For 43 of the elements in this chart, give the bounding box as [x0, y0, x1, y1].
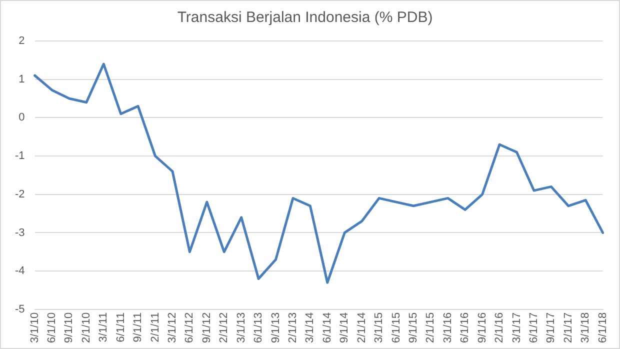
x-tick-label: 3/1/11 [98, 312, 110, 342]
x-tick-label: 9/1/14 [338, 312, 351, 344]
y-tick-label: -3 [15, 226, 25, 239]
x-tick-label: 6/1/15 [390, 312, 402, 344]
x-tick-label: 9/1/10 [63, 312, 76, 344]
x-tick-label: 2/1/10 [80, 312, 92, 344]
x-tick-label: 3/1/18 [580, 312, 592, 344]
x-tick-label: 3/1/16 [442, 312, 454, 344]
y-tick-label: -5 [15, 303, 25, 316]
x-tick-label: 9/1/12 [200, 312, 213, 344]
y-tick-label: -2 [15, 188, 25, 200]
x-tick-label: 2/1/13 [287, 312, 300, 344]
x-tick-label: 6/1/18 [596, 312, 609, 344]
x-tick-label: 3/1/14 [304, 312, 316, 344]
x-tick-label: 2/1/16 [494, 312, 506, 344]
x-tick-label: 9/1/15 [407, 312, 420, 344]
x-tick-label: 3/1/10 [28, 312, 41, 344]
x-tick-label: 9/1/16 [476, 312, 488, 344]
x-tick-label: 3/1/17 [510, 312, 523, 344]
x-tick-label: 2/1/11 [149, 312, 162, 342]
x-tick-label: 9/1/17 [545, 312, 558, 344]
x-tick-label: 6/1/11 [114, 312, 127, 342]
x-tick-label: 6/1/10 [46, 312, 58, 344]
y-tick-label: -4 [15, 265, 25, 278]
x-tick-label: 6/1/14 [321, 312, 334, 344]
x-tick-label: 3/1/15 [373, 312, 386, 344]
y-tick-label: -1 [15, 150, 25, 162]
x-tick-label: 6/1/16 [459, 312, 472, 344]
x-tick-label: 2/1/14 [356, 312, 368, 344]
x-tick-label: 6/1/13 [252, 312, 265, 344]
y-tick-label: 0 [18, 112, 25, 124]
x-tick-label: 3/1/13 [235, 312, 248, 344]
y-tick-label: 2 [18, 35, 25, 48]
x-tick-label: 2/1/17 [562, 312, 574, 344]
x-tick-label: 6/1/17 [528, 312, 540, 344]
x-tick-label: 3/1/12 [166, 312, 179, 344]
chart-title: Transaksi Berjalan Indonesia (% PDB) [177, 9, 433, 26]
x-tick-label: 9/1/13 [270, 312, 282, 344]
x-tick-label: 2/1/15 [424, 312, 437, 344]
x-tick-label: 2/1/12 [218, 312, 230, 344]
y-tick-label: 1 [18, 73, 25, 86]
x-tick-label: 6/1/12 [184, 312, 196, 344]
x-tick-label: 9/1/11 [132, 312, 144, 342]
